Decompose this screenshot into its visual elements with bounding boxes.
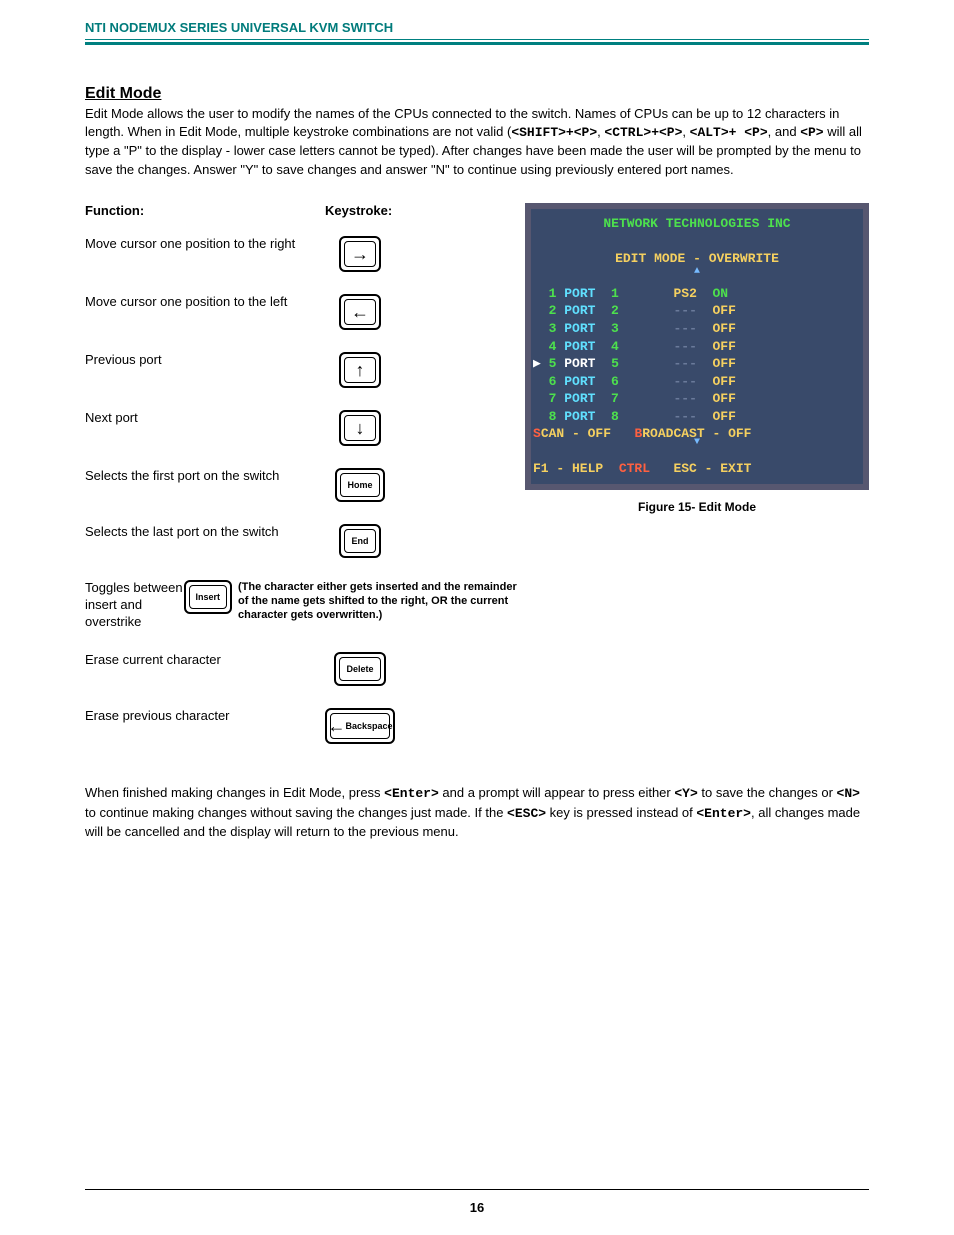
keycap: ↓ — [339, 410, 381, 446]
function-label: Selects the first port on the switch — [85, 468, 325, 485]
section-title: Edit Mode — [85, 85, 869, 103]
function-header: Function: — [85, 203, 325, 218]
key-n: <N> — [837, 786, 860, 801]
function-label: Erase previous character — [85, 708, 325, 725]
closing-paragraph: When finished making changes in Edit Mod… — [85, 784, 869, 841]
scroll-down-icon: ▼ — [531, 436, 863, 448]
help-line: F1 - HELP — [533, 461, 603, 476]
closing-1: When finished making changes in Edit Mod… — [85, 785, 384, 800]
function-label: Previous port — [85, 352, 325, 369]
key-enter-1: <Enter> — [384, 786, 439, 801]
function-row: Selects the first port on the switch Home — [85, 468, 525, 502]
function-row: Move cursor one position to the right → — [85, 236, 525, 272]
screen-figure: NETWORK TECHNOLOGIES INC EDIT MODE - OVE… — [525, 203, 869, 490]
function-label: Erase current character — [85, 652, 325, 669]
function-label: Toggles between insert and overstrike — [85, 580, 184, 631]
combo-3: <ALT>+ <P> — [690, 125, 768, 140]
port-line: 7 PORT 7 --- OFF — [533, 390, 861, 408]
combo-2: <CTRL>+<P> — [604, 125, 682, 140]
port-line: 6 PORT 6 --- OFF — [533, 373, 861, 391]
port-line: 1 PORT 1 PS2 ON — [533, 285, 861, 303]
keycap: End — [339, 524, 381, 558]
function-label: Selects the last port on the switch — [85, 524, 325, 541]
figure-caption: Figure 15- Edit Mode — [525, 500, 869, 514]
combo-1: <SHIFT>+<P> — [511, 125, 597, 140]
doc-header: NTI NODEMUX SERIES UNIVERSAL KVM SWITCH — [85, 20, 869, 35]
keycap: ↑ — [339, 352, 381, 388]
keycap: Insert — [184, 580, 233, 614]
header-rule — [85, 39, 869, 45]
key-note: (The character either gets inserted and … — [238, 580, 525, 623]
keycap: Home — [335, 468, 384, 502]
function-row: Move cursor one position to the left ← — [85, 294, 525, 330]
function-row: Previous port ↑ — [85, 352, 525, 388]
closing-3: to save the changes or — [698, 785, 837, 800]
closing-2: and a prompt will appear to press either — [439, 785, 675, 800]
function-label: Move cursor one position to the right — [85, 236, 325, 253]
port-line: 2 PORT 2 --- OFF — [533, 302, 861, 320]
scroll-up-icon: ▲ — [531, 265, 863, 277]
combo-4: <P> — [800, 125, 823, 140]
function-row: Erase previous character←Backspace — [85, 708, 525, 744]
closing-5: key is pressed instead of — [546, 805, 696, 820]
page-number: 16 — [0, 1200, 954, 1215]
exit-line: ESC - EXIT — [673, 461, 751, 476]
ctrl-label: CTRL — [619, 461, 650, 476]
key-esc: <ESC> — [507, 806, 546, 821]
port-line: ▶ 5 PORT 5 --- OFF — [533, 355, 861, 373]
function-row: Selects the last port on the switch End — [85, 524, 525, 558]
closing-4: to continue making changes without savin… — [85, 805, 507, 820]
screen-mode: EDIT MODE - OVERWRITE — [615, 251, 779, 266]
port-line: 3 PORT 3 --- OFF — [533, 320, 861, 338]
keycap: ←Backspace — [325, 708, 395, 744]
key-enter-2: <Enter> — [696, 806, 751, 821]
function-row: Next port ↓ — [85, 410, 525, 446]
function-label: Move cursor one position to the left — [85, 294, 325, 311]
function-row: Toggles between insert and overstrikeIns… — [85, 580, 525, 631]
function-label: Next port — [85, 410, 325, 427]
keycap: → — [339, 236, 381, 272]
screen-title: NETWORK TECHNOLOGIES INC — [603, 216, 790, 231]
keycap: Delete — [334, 652, 385, 686]
keystroke-header: Keystroke: — [325, 203, 392, 218]
footer-rule — [85, 1189, 869, 1190]
keycap: ← — [339, 294, 381, 330]
function-row: Erase current character Delete — [85, 652, 525, 686]
intro-paragraph: Edit Mode allows the user to modify the … — [85, 105, 869, 179]
port-line: 8 PORT 8 --- OFF — [533, 408, 861, 426]
port-line: 4 PORT 4 --- OFF — [533, 338, 861, 356]
key-y: <Y> — [674, 786, 697, 801]
